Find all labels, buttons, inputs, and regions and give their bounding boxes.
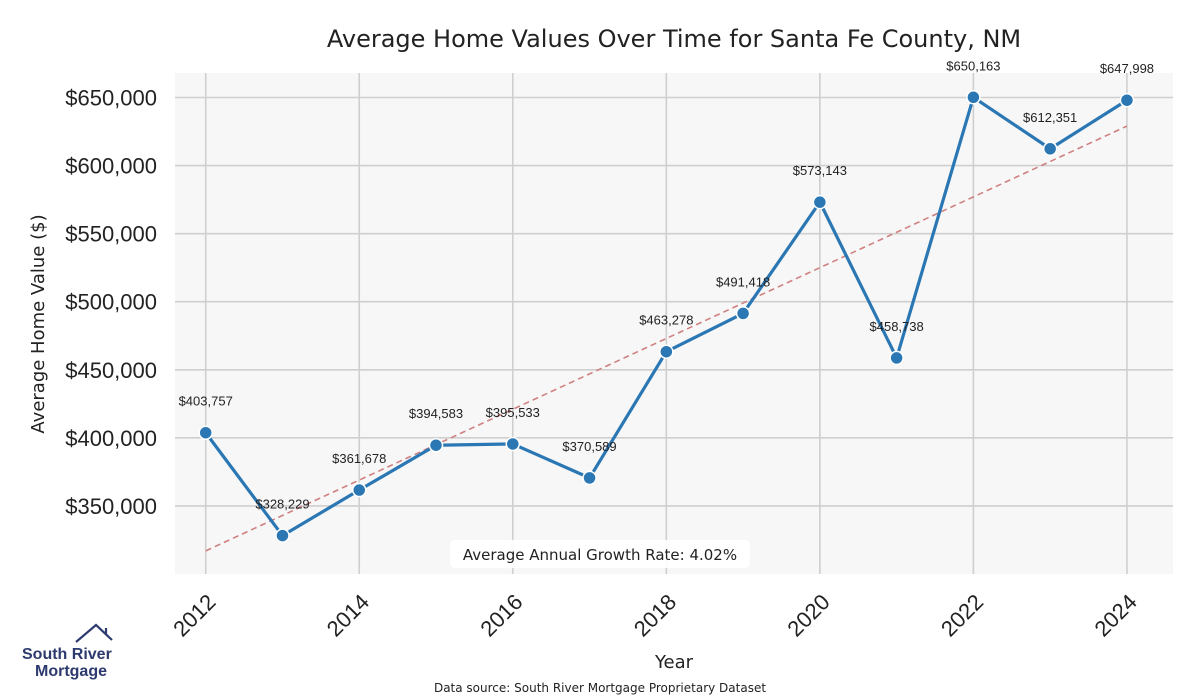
data-point <box>351 482 367 498</box>
y-tick-label: $600,000 <box>65 154 157 179</box>
y-axis-label: Average Home Value ($) <box>28 214 49 433</box>
y-tick-label: $400,000 <box>65 426 157 451</box>
data-point <box>659 344 674 359</box>
data-points <box>198 90 1135 543</box>
data-point <box>1042 141 1058 157</box>
x-tick-label: 2016 <box>475 589 527 641</box>
x-tick-label: 2024 <box>1089 589 1141 641</box>
y-tick-label: $450,000 <box>65 358 157 383</box>
growth-rate-box: Average Annual Growth Rate: 4.02% <box>450 540 750 568</box>
data-label: $491,418 <box>716 274 770 289</box>
y-tick-label: $500,000 <box>65 290 157 315</box>
south-river-logo: South River Mortgage <box>20 622 120 680</box>
chart-title: Average Home Values Over Time for Santa … <box>327 25 1021 53</box>
trend-line <box>205 125 1128 552</box>
data-label: $612,351 <box>1023 110 1077 125</box>
data-label: $458,738 <box>870 319 924 334</box>
grid <box>175 73 1173 574</box>
data-point <box>735 306 751 321</box>
y-tick-label: $650,000 <box>65 86 157 111</box>
data-point <box>966 90 981 105</box>
data-label: $650,163 <box>946 58 1000 73</box>
data-label: $463,278 <box>639 313 693 328</box>
data-label: $394,583 <box>409 406 463 421</box>
x-tick-label: 2014 <box>322 589 374 641</box>
y-ticks: $350,000 $400,000 $450,000 $500,000 $550,000… <box>65 86 157 519</box>
data-label: $370,589 <box>562 439 616 454</box>
y-tick-label: $550,000 <box>65 222 157 247</box>
x-tick-label: 2018 <box>629 589 681 641</box>
x-tick-label: 2012 <box>168 589 220 641</box>
growth-rate-annotation: Average Annual Growth Rate: 4.02% <box>463 546 737 564</box>
x-ticks: 2012 2014 2016 2018 2020 2022 2024 <box>168 589 1142 641</box>
data-point <box>889 350 904 366</box>
x-tick-label: 2020 <box>782 589 834 641</box>
data-point <box>275 528 290 543</box>
data-point <box>812 194 828 210</box>
x-axis-label: Year <box>654 652 694 673</box>
plot-background <box>175 73 1173 574</box>
logo-line2: Mortgage <box>35 663 107 680</box>
data-label: $647,998 <box>1100 61 1154 76</box>
logo-line1: South River <box>22 646 112 663</box>
data-label: $395,533 <box>486 405 540 420</box>
house-roof-icon <box>75 623 113 643</box>
data-labels: $403,757 $328,229 $361,678 $394,583 $395,533… <box>179 58 1154 511</box>
data-point <box>198 425 213 440</box>
y-tick-label: $350,000 <box>65 494 157 519</box>
data-point <box>1119 92 1135 108</box>
data-label: $573,143 <box>793 163 847 178</box>
data-point <box>505 436 521 452</box>
data-point <box>582 470 597 486</box>
data-point <box>428 437 444 453</box>
data-label: $403,757 <box>179 394 233 409</box>
x-tick-label: 2022 <box>936 589 988 641</box>
data-label: $361,678 <box>332 451 386 466</box>
data-label: $328,229 <box>255 497 309 512</box>
data-source-note: Data source: South River Mortgage Propri… <box>433 681 767 695</box>
